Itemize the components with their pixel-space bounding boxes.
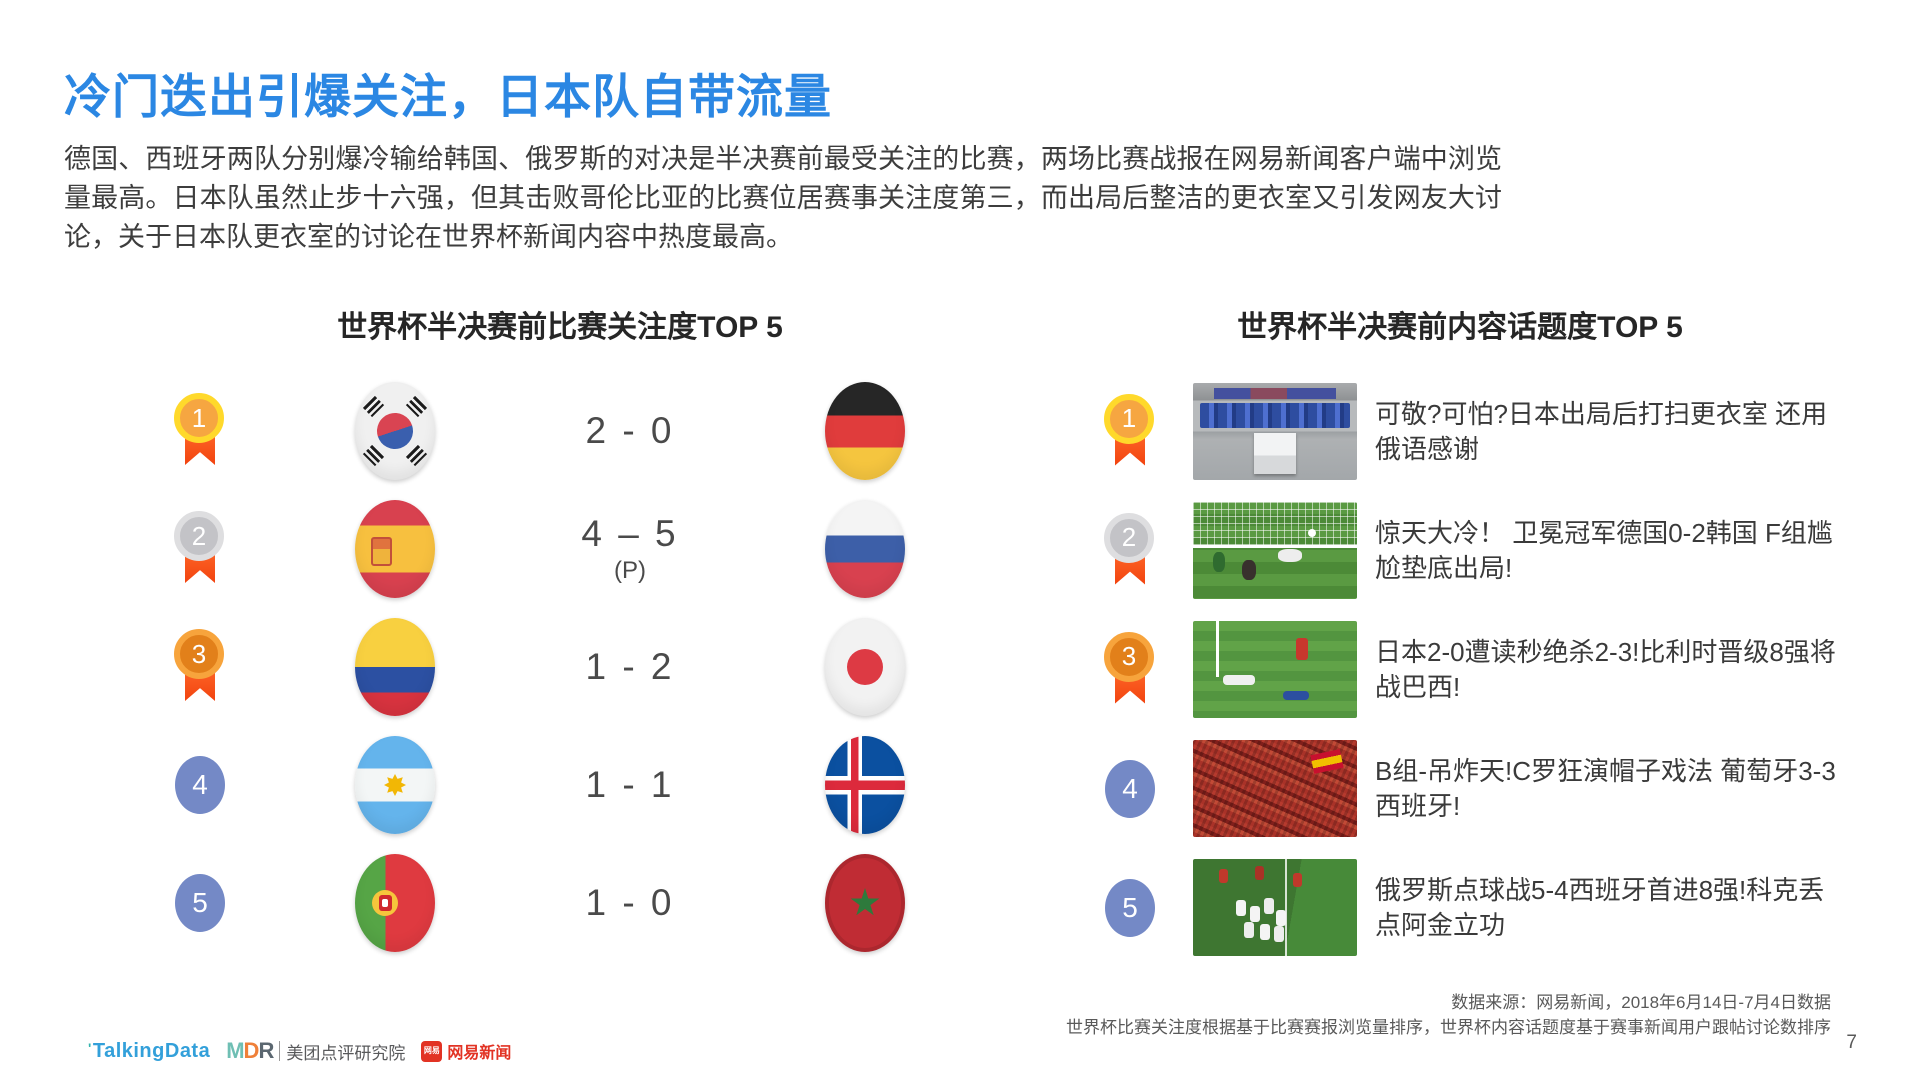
rank-number: 1 xyxy=(174,393,224,443)
flag-colombia-icon xyxy=(355,618,435,716)
data-source-line2: 世界杯比赛关注度根据基于比赛赛报浏览量排序，世界杯内容话题度基于赛事新闻用户跟帖… xyxy=(1066,1018,1831,1037)
news-row-5: 5 俄罗斯点球战5-4西班牙首进8强!科克丢点阿金立功 xyxy=(1085,848,1855,967)
data-source-line1: 数据来源：网易新闻，2018年6月14日-7月4日数据 xyxy=(1451,993,1831,1012)
flag-russia-icon xyxy=(825,500,905,598)
rank-number: 2 xyxy=(1104,512,1154,563)
rank-5-badge: 5 xyxy=(175,874,225,932)
news-headline: 可敬?可怕?日本出局后打扫更衣室 还用俄语感谢 xyxy=(1375,398,1828,464)
news-headline: 日本2-0遭读秒绝杀2-3!比利时晋级8强将战巴西! xyxy=(1375,636,1836,702)
match-attention-list: 1 2 - 0 2 4 – 5 (P) xyxy=(145,372,1005,962)
news-thumbnail-pitch-players xyxy=(1193,621,1357,718)
spain-emblem xyxy=(371,537,392,566)
bronze-medal-icon: 3 xyxy=(1104,631,1156,708)
morocco-star-icon xyxy=(850,888,880,916)
rank-4-badge: 4 xyxy=(175,756,225,814)
rank-4-badge: 4 xyxy=(1105,759,1155,818)
rank-number: 2 xyxy=(174,511,224,561)
news-thumbnail-celebration xyxy=(1193,859,1357,956)
gold-medal-icon: 1 xyxy=(174,393,226,469)
flag-germany-icon xyxy=(825,382,905,480)
meituan-dianping-logo: MDR 美团点评研究院 xyxy=(226,1038,405,1064)
mdr-letters-icon: MDR xyxy=(226,1038,274,1063)
rank-5-badge: 5 xyxy=(1105,878,1155,937)
match-row-1: 1 2 - 0 xyxy=(145,372,1005,490)
news-headline: 惊天大冷！ 卫冕冠军德国0-2韩国 F组尴尬垫底出局! xyxy=(1375,517,1833,583)
talkingdata-tick-icon: ' xyxy=(88,1039,92,1056)
talkingdata-logo: 'TalkingData xyxy=(88,1039,211,1062)
silver-medal-icon: 2 xyxy=(174,511,226,587)
rank-number: 3 xyxy=(1104,631,1154,682)
bronze-medal-icon: 3 xyxy=(174,629,226,705)
silver-medal-icon: 2 xyxy=(1104,512,1156,589)
netease-news-logo: 网易 网易新闻 xyxy=(421,1039,511,1063)
rank-number: 1 xyxy=(1104,393,1154,444)
flag-morocco-icon xyxy=(825,854,905,952)
match-score: 1 - 0 xyxy=(585,882,675,923)
news-headline: 俄罗斯点球战5-4西班牙首进8强!科克丢点阿金立功 xyxy=(1375,874,1825,940)
news-row-3: 3 日本2-0遭读秒绝杀2-3!比利时晋级8强将战巴西! xyxy=(1085,610,1855,729)
mdr-label: 美团点评研究院 xyxy=(286,1043,406,1063)
match-row-5: 5 1 - 0 xyxy=(145,844,1005,962)
left-panel-title: 世界杯半决赛前比赛关注度TOP 5 xyxy=(337,311,783,344)
penalty-note: (P) xyxy=(614,557,646,584)
news-thumbnail-goal-scene xyxy=(1193,502,1357,599)
gold-medal-icon: 1 xyxy=(1104,393,1156,470)
news-headline: B组-吊炸天!C罗狂演帽子戏法 葡萄牙3-3西班牙! xyxy=(1375,755,1836,821)
match-score: 1 - 2 xyxy=(585,646,675,687)
news-thumbnail-red-crowd xyxy=(1193,740,1357,837)
sun-of-may-icon xyxy=(384,774,406,796)
flag-argentina-icon xyxy=(355,736,435,834)
match-score: 4 – 5 xyxy=(581,513,679,554)
netease-app-icon: 网易 xyxy=(421,1040,443,1062)
content-topic-list: 1 可敬?可怕?日本出局后打扫更衣室 还用俄语感谢 2 惊天大冷！ 卫冕冠军德国… xyxy=(1085,372,1855,967)
footer-logos: 'TalkingData MDR 美团点评研究院 网易 网易新闻 xyxy=(88,1038,511,1064)
right-panel-title: 世界杯半决赛前内容话题度TOP 5 xyxy=(1237,311,1683,344)
news-thumbnail-locker-room xyxy=(1193,383,1357,480)
match-score: 2 - 0 xyxy=(585,410,675,451)
flag-portugal-icon xyxy=(355,854,435,952)
news-row-1: 1 可敬?可怕?日本出局后打扫更衣室 还用俄语感谢 xyxy=(1085,372,1855,491)
data-source-note: 数据来源：网易新闻，2018年6月14日-7月4日数据 世界杯比赛关注度根据基于… xyxy=(1066,990,1831,1040)
flag-spain-icon xyxy=(355,500,435,598)
page-number: 7 xyxy=(1846,1032,1857,1053)
netease-label: 网易新闻 xyxy=(447,1045,512,1062)
logo-divider xyxy=(279,1041,281,1061)
match-row-4: 4 1 - 1 xyxy=(145,726,1005,844)
flag-iceland-icon xyxy=(825,736,905,834)
match-row-2: 2 4 – 5 (P) xyxy=(145,490,1005,608)
flag-japan-icon xyxy=(825,618,905,716)
news-row-4: 4 B组-吊炸天!C罗狂演帽子戏法 葡萄牙3-3西班牙! xyxy=(1085,729,1855,848)
match-row-3: 3 1 - 2 xyxy=(145,608,1005,726)
match-score: 1 - 1 xyxy=(585,764,675,805)
flag-south-korea-icon xyxy=(355,382,435,480)
page-title: 冷门迭出引爆关注，日本队自带流量 xyxy=(64,70,832,123)
rank-number: 3 xyxy=(174,629,224,679)
news-row-2: 2 惊天大冷！ 卫冕冠军德国0-2韩国 F组尴尬垫底出局! xyxy=(1085,491,1855,610)
intro-paragraph: 德国、西班牙两队分别爆冷输给韩国、俄罗斯的对决是半决赛前最受关注的比赛，两场比赛… xyxy=(64,144,1502,252)
